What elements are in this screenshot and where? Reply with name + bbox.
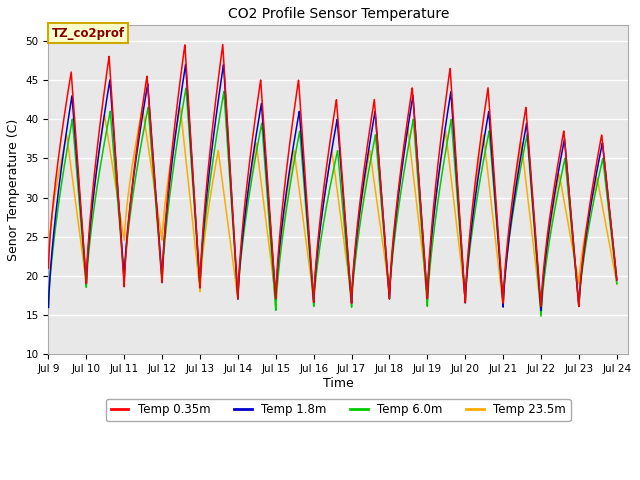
Temp 1.8m (537, 308, 545, 313)
Title: CO2 Profile Sensor Temperature: CO2 Profile Sensor Temperature (228, 7, 449, 21)
Temp 6.0m (469, 225, 477, 230)
Temp 0.35m (414, 168, 422, 174)
Temp 23.5m (177, 105, 184, 110)
Temp 0.35m (512, 170, 520, 176)
Temp 6.0m (537, 313, 545, 319)
Temp 0.35m (386, 296, 394, 302)
Line: Temp 1.8m: Temp 1.8m (49, 64, 617, 311)
Temp 23.5m (148, 167, 156, 173)
Temp 0.35m (148, 138, 156, 144)
Line: Temp 0.35m: Temp 0.35m (49, 45, 617, 307)
Temp 23.5m (613, 281, 621, 287)
Temp 1.8m (148, 135, 156, 141)
Temp 23.5m (537, 308, 545, 314)
Text: TZ_co2prof: TZ_co2prof (51, 27, 125, 40)
Temp 6.0m (262, 173, 269, 179)
Temp 0.35m (537, 304, 545, 310)
Temp 0.35m (613, 277, 621, 283)
Legend: Temp 0.35m, Temp 1.8m, Temp 6.0m, Temp 23.5m: Temp 0.35m, Temp 1.8m, Temp 6.0m, Temp 2… (106, 398, 571, 421)
Temp 0.35m (45, 265, 52, 271)
Temp 6.0m (414, 181, 422, 187)
Temp 1.8m (182, 61, 189, 67)
Temp 23.5m (45, 250, 52, 255)
Temp 6.0m (182, 85, 190, 91)
Temp 23.5m (386, 288, 394, 294)
X-axis label: Time: Time (323, 377, 354, 390)
Temp 6.0m (512, 192, 520, 198)
Temp 23.5m (262, 216, 269, 222)
Temp 0.35m (219, 42, 227, 48)
Temp 23.5m (512, 176, 520, 182)
Y-axis label: Senor Temperature (C): Senor Temperature (C) (7, 119, 20, 261)
Temp 1.8m (45, 304, 52, 310)
Temp 23.5m (414, 214, 422, 220)
Temp 1.8m (469, 215, 477, 221)
Temp 23.5m (469, 209, 477, 215)
Temp 1.8m (414, 167, 422, 172)
Temp 0.35m (262, 151, 269, 156)
Temp 6.0m (386, 296, 394, 302)
Temp 6.0m (45, 304, 52, 310)
Temp 1.8m (262, 159, 269, 165)
Temp 1.8m (386, 296, 394, 302)
Temp 1.8m (613, 277, 621, 283)
Temp 1.8m (512, 184, 520, 190)
Temp 6.0m (148, 149, 156, 155)
Temp 0.35m (469, 202, 477, 208)
Line: Temp 6.0m: Temp 6.0m (49, 88, 617, 316)
Temp 6.0m (613, 281, 621, 287)
Line: Temp 23.5m: Temp 23.5m (49, 108, 617, 311)
